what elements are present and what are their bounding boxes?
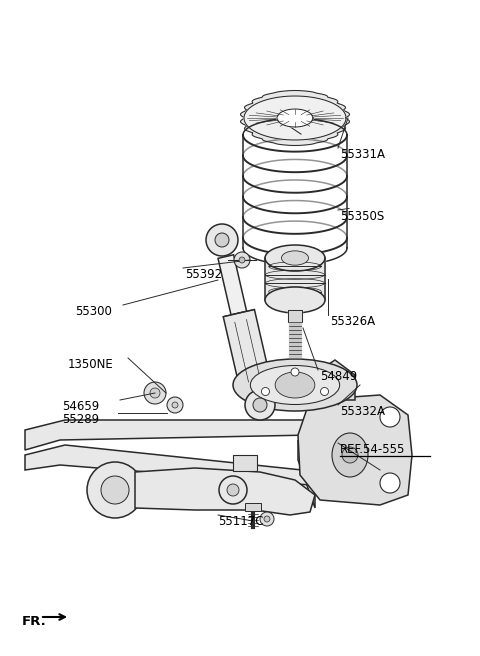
Text: 54659: 54659	[62, 400, 99, 413]
Circle shape	[342, 447, 358, 463]
Text: 55350S: 55350S	[340, 210, 384, 223]
Circle shape	[245, 390, 275, 420]
Circle shape	[172, 402, 178, 408]
Text: FR.: FR.	[22, 615, 47, 628]
Circle shape	[380, 407, 400, 427]
Polygon shape	[289, 354, 301, 356]
Circle shape	[144, 382, 166, 404]
Ellipse shape	[265, 245, 325, 271]
Ellipse shape	[332, 433, 368, 477]
Polygon shape	[265, 258, 325, 300]
Polygon shape	[289, 342, 301, 344]
Circle shape	[262, 388, 269, 396]
Text: 55332A: 55332A	[340, 405, 385, 418]
Polygon shape	[218, 255, 247, 315]
Text: 55117C: 55117C	[218, 515, 264, 528]
Polygon shape	[277, 109, 313, 127]
Circle shape	[260, 512, 274, 526]
Circle shape	[380, 473, 400, 493]
Circle shape	[150, 388, 160, 398]
Circle shape	[321, 388, 328, 396]
Circle shape	[227, 484, 239, 496]
Text: 55289: 55289	[62, 413, 99, 426]
Ellipse shape	[251, 365, 340, 405]
Circle shape	[219, 476, 247, 504]
Text: 1350NE: 1350NE	[68, 358, 114, 371]
Polygon shape	[289, 338, 301, 340]
Polygon shape	[233, 455, 257, 471]
Polygon shape	[288, 310, 302, 322]
Circle shape	[101, 476, 129, 504]
Ellipse shape	[233, 359, 357, 411]
Text: 55392: 55392	[185, 268, 222, 281]
Circle shape	[206, 224, 238, 256]
Polygon shape	[298, 395, 412, 505]
Text: 54849: 54849	[320, 370, 357, 383]
Circle shape	[234, 252, 250, 268]
Polygon shape	[135, 468, 315, 515]
Polygon shape	[289, 346, 301, 348]
Circle shape	[87, 462, 143, 518]
Ellipse shape	[265, 287, 325, 313]
Polygon shape	[25, 445, 310, 485]
Circle shape	[167, 397, 183, 413]
Polygon shape	[289, 326, 301, 329]
Polygon shape	[289, 350, 301, 352]
Polygon shape	[244, 96, 346, 140]
Polygon shape	[245, 503, 261, 511]
Text: 55300: 55300	[75, 305, 112, 318]
Circle shape	[215, 233, 229, 247]
Ellipse shape	[281, 251, 309, 265]
Circle shape	[239, 257, 245, 263]
Ellipse shape	[275, 372, 315, 398]
Polygon shape	[320, 360, 355, 400]
Polygon shape	[289, 330, 301, 333]
Text: 55326A: 55326A	[330, 315, 375, 328]
Text: REF.54-555: REF.54-555	[340, 443, 406, 456]
Polygon shape	[298, 440, 315, 508]
Circle shape	[291, 368, 299, 376]
Polygon shape	[25, 420, 312, 450]
Text: 55331A: 55331A	[340, 148, 385, 161]
Polygon shape	[289, 322, 301, 325]
Polygon shape	[240, 91, 349, 146]
Polygon shape	[289, 334, 301, 337]
Circle shape	[253, 398, 267, 412]
Circle shape	[264, 516, 270, 522]
Polygon shape	[223, 310, 271, 389]
